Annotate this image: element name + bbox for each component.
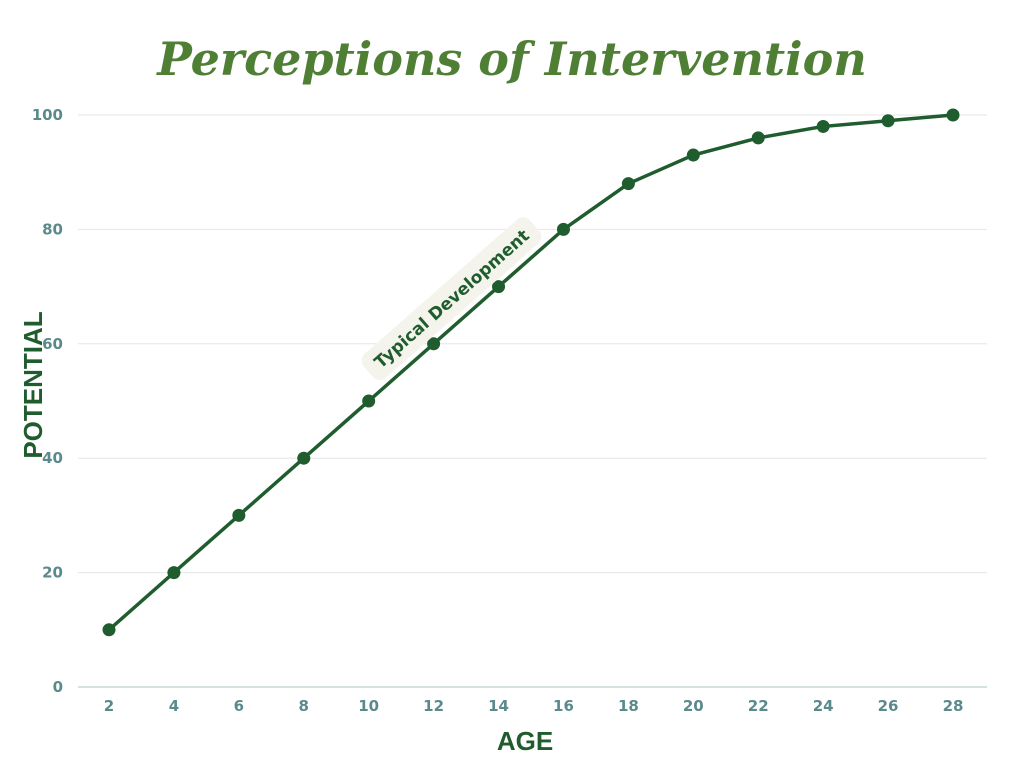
chart-title: Perceptions of Intervention xyxy=(155,32,867,86)
data-point xyxy=(816,119,830,133)
data-point xyxy=(686,148,700,162)
annotation-label: Typical Development xyxy=(361,217,542,381)
data-point xyxy=(232,508,246,522)
x-tick-label: 20 xyxy=(683,697,704,715)
data-point xyxy=(167,566,181,580)
x-tick-label: 10 xyxy=(358,697,379,715)
x-tick-label: 8 xyxy=(299,697,309,715)
x-tick-label: 28 xyxy=(943,697,964,715)
x-tick-label: 4 xyxy=(169,697,179,715)
y-tick-label: 100 xyxy=(32,106,63,124)
series-line xyxy=(107,113,955,632)
x-tick-label: 6 xyxy=(234,697,244,715)
x-axis-ticks: 2 4 6 8 10 12 14 16 18 20 22 24 26 28 xyxy=(104,697,964,715)
gridlines xyxy=(78,114,987,574)
data-point xyxy=(492,280,506,294)
x-tick-label: 14 xyxy=(488,697,509,715)
y-tick-label: 40 xyxy=(42,449,63,467)
data-point xyxy=(556,222,570,236)
x-tick-label: 2 xyxy=(104,697,114,715)
x-tick-label: 18 xyxy=(618,697,639,715)
data-point xyxy=(362,394,376,408)
data-points xyxy=(102,108,960,637)
y-tick-label: 20 xyxy=(42,564,63,582)
x-tick-label: 26 xyxy=(878,697,899,715)
data-point xyxy=(427,337,441,351)
x-tick-label: 16 xyxy=(553,697,574,715)
y-tick-label: 60 xyxy=(42,335,63,353)
data-point xyxy=(102,623,116,637)
data-point xyxy=(621,177,635,191)
annotation-text: Typical Development xyxy=(371,226,534,373)
x-tick-label: 22 xyxy=(748,697,769,715)
data-point xyxy=(946,108,960,122)
annotation-background xyxy=(361,217,542,381)
y-tick-label: 0 xyxy=(53,678,63,696)
data-point xyxy=(297,451,311,465)
data-point xyxy=(751,131,765,145)
y-tick-label: 80 xyxy=(42,220,63,238)
y-axis-title: POTENTIAL xyxy=(18,311,48,458)
y-axis-ticks: 0 20 40 60 80 100 xyxy=(32,106,63,696)
data-point xyxy=(881,114,895,128)
x-tick-label: 24 xyxy=(813,697,834,715)
x-tick-label: 12 xyxy=(423,697,444,715)
x-axis-title: AGE xyxy=(497,726,553,756)
